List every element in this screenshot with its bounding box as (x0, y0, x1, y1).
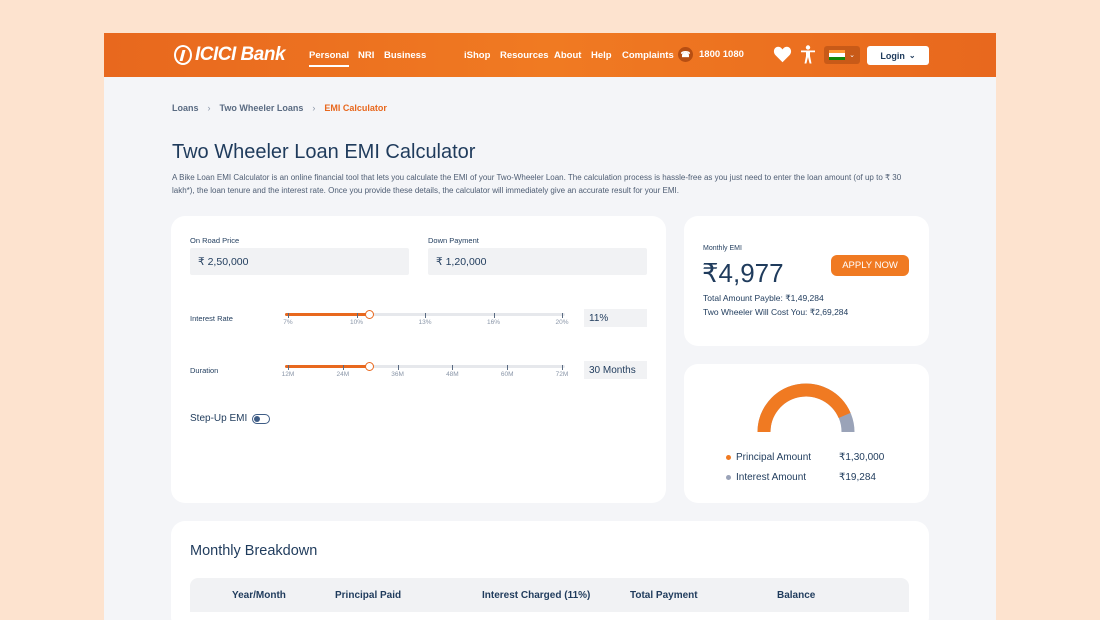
duration-tick-label: 72M (555, 371, 569, 378)
breadcrumb-separator-icon: › (207, 103, 211, 113)
heart-icon[interactable] (773, 46, 792, 63)
principal-dot-icon (726, 455, 731, 460)
interest-rate-slider[interactable]: 7% 10% 13% 16% 20% (283, 310, 569, 326)
interest-rate-tick-label: 13% (418, 319, 432, 326)
duration-tick (288, 365, 289, 370)
india-flag-icon (829, 50, 846, 60)
language-selector[interactable]: ⌄ (824, 46, 860, 64)
interest-rate-label: Interest Rate (190, 314, 233, 323)
page-intro: A Bike Loan EMI Calculator is an online … (172, 173, 902, 195)
phone-contact[interactable]: ☎ 1800 1080 (678, 47, 744, 62)
icici-logo-icon (174, 45, 192, 65)
stepup-emi-row: Step-Up EMI (190, 413, 271, 424)
breadcrumb-separator-icon: › (312, 103, 316, 113)
principal-label: Principal Amount (736, 452, 812, 463)
duration-tick-label: 12M (281, 371, 295, 378)
duration-tick (562, 365, 563, 370)
nav-ishop[interactable]: iShop (464, 50, 491, 61)
duration-tick-label: 24M (336, 371, 350, 378)
interest-rate-tick (493, 313, 495, 318)
duration-value[interactable]: 30 Months (584, 361, 647, 379)
interest-rate-tick-label: 16% (486, 319, 501, 326)
column-balance[interactable]: Balance (777, 590, 816, 601)
interest-dot-icon (726, 475, 731, 480)
nav-help[interactable]: Help (591, 50, 612, 61)
legend-interest: Interest Amount ₹19,284 (726, 472, 886, 483)
chevron-down-icon: ⌄ (908, 51, 916, 60)
column-year-month[interactable]: Year/Month (232, 590, 286, 601)
monthly-emi-label: Monthly EMI (703, 245, 742, 252)
duration-tick-label: 48M (446, 371, 459, 378)
down-payment-label: Down Payment (428, 236, 479, 245)
on-road-price-input[interactable]: ₹ 2,50,000 (190, 248, 409, 275)
legend-principal: Principal Amount ₹1,30,000 (726, 452, 886, 463)
principal-value: ₹1,30,000 (839, 452, 885, 463)
interest-rate-tick (562, 313, 563, 318)
duration-handle[interactable] (364, 362, 374, 371)
total-payable-text: Total Amount Payble: ₹1,49,284 (703, 293, 824, 303)
duration-tick (397, 365, 399, 370)
login-button[interactable]: Login ⌄ (867, 46, 929, 65)
duration-tick (452, 365, 454, 370)
breadcrumb-loans[interactable]: Loans (172, 103, 199, 113)
gauge-principal-arc (757, 383, 851, 433)
interest-rate-tick (425, 313, 426, 318)
chevron-down-icon: ⌄ (849, 52, 855, 59)
interest-value: ₹19,284 (839, 472, 876, 483)
interest-rate-handle[interactable] (364, 310, 374, 319)
principal-interest-gauge (757, 383, 855, 433)
breadcrumb-emi-calculator: EMI Calculator (324, 103, 387, 113)
column-principal-paid[interactable]: Principal Paid (335, 590, 402, 601)
breakdown-table-header: Year/Month Principal Paid Interest Charg… (190, 578, 909, 612)
interest-rate-tick-label: 7% (283, 319, 293, 326)
interest-rate-tick-label: 10% (349, 319, 364, 326)
nav-business[interactable]: Business (384, 50, 427, 61)
phone-number: 1800 1080 (699, 49, 744, 60)
accessibility-icon[interactable] (800, 45, 816, 64)
down-payment-input[interactable]: ₹ 1,20,000 (428, 248, 647, 275)
on-road-price-label: On Road Price (190, 236, 240, 245)
interest-rate-value[interactable]: 11% (584, 309, 647, 327)
duration-label: Duration (190, 366, 219, 375)
monthly-breakdown-title: Monthly Breakdown (190, 543, 318, 559)
interest-label: Interest Amount (736, 472, 807, 483)
duration-tick (342, 365, 344, 370)
duration-tick (507, 365, 509, 370)
emi-breakup-card: Principal Amount ₹1,30,000 Interest Amou… (684, 364, 929, 503)
brand-name: ICICI Bank (195, 44, 286, 65)
stepup-emi-label: Step-Up EMI (190, 413, 248, 424)
phone-icon: ☎ (678, 47, 693, 62)
total-cost-text: Two Wheeler Will Cost You: ₹2,69,284 (703, 307, 849, 317)
apply-now-button[interactable]: APPLY NOW (831, 255, 909, 276)
interest-rate-tick (288, 313, 289, 318)
column-interest-charged[interactable]: Interest Charged (11%) (482, 590, 591, 601)
duration-tick-label: 60M (500, 371, 514, 378)
calculator-card: On Road Price ₹ 2,50,000 Down Payment ₹ … (171, 216, 666, 503)
login-label: Login (880, 50, 905, 61)
breadcrumb: Loans › Two Wheeler Loans › EMI Calculat… (172, 103, 387, 113)
page-frame: ICICI Bank Personal NRI Business iShop R… (104, 33, 996, 620)
monthly-emi-value: ₹4,977 (702, 258, 784, 288)
page-title: Two Wheeler Loan EMI Calculator (172, 141, 476, 163)
stepup-emi-toggle[interactable] (252, 413, 271, 424)
breadcrumb-two-wheeler-loans[interactable]: Two Wheeler Loans (219, 103, 304, 113)
top-navbar: ICICI Bank Personal NRI Business iShop R… (104, 33, 996, 77)
icici-logo[interactable]: ICICI Bank (174, 44, 286, 66)
duration-tick-label: 36M (391, 371, 404, 378)
nav-resources[interactable]: Resources (500, 50, 549, 61)
nav-personal[interactable]: Personal (309, 50, 350, 67)
duration-slider[interactable]: 12M 24M 36M 48M 60M 72M (282, 362, 568, 378)
column-total-payment[interactable]: Total Payment (630, 590, 698, 601)
nav-about[interactable]: About (554, 50, 582, 61)
interest-rate-tick-label: 20% (555, 319, 569, 326)
monthly-breakdown-card: Monthly Breakdown Year/Month Principal P… (171, 521, 929, 620)
interest-rate-tick (356, 313, 358, 318)
emi-result-card: Monthly EMI ₹4,977 APPLY NOW Total Amoun… (684, 216, 929, 346)
nav-nri[interactable]: NRI (358, 50, 375, 61)
duration-fill (285, 365, 369, 368)
nav-complaints[interactable]: Complaints (622, 50, 674, 61)
interest-rate-fill (285, 313, 369, 316)
